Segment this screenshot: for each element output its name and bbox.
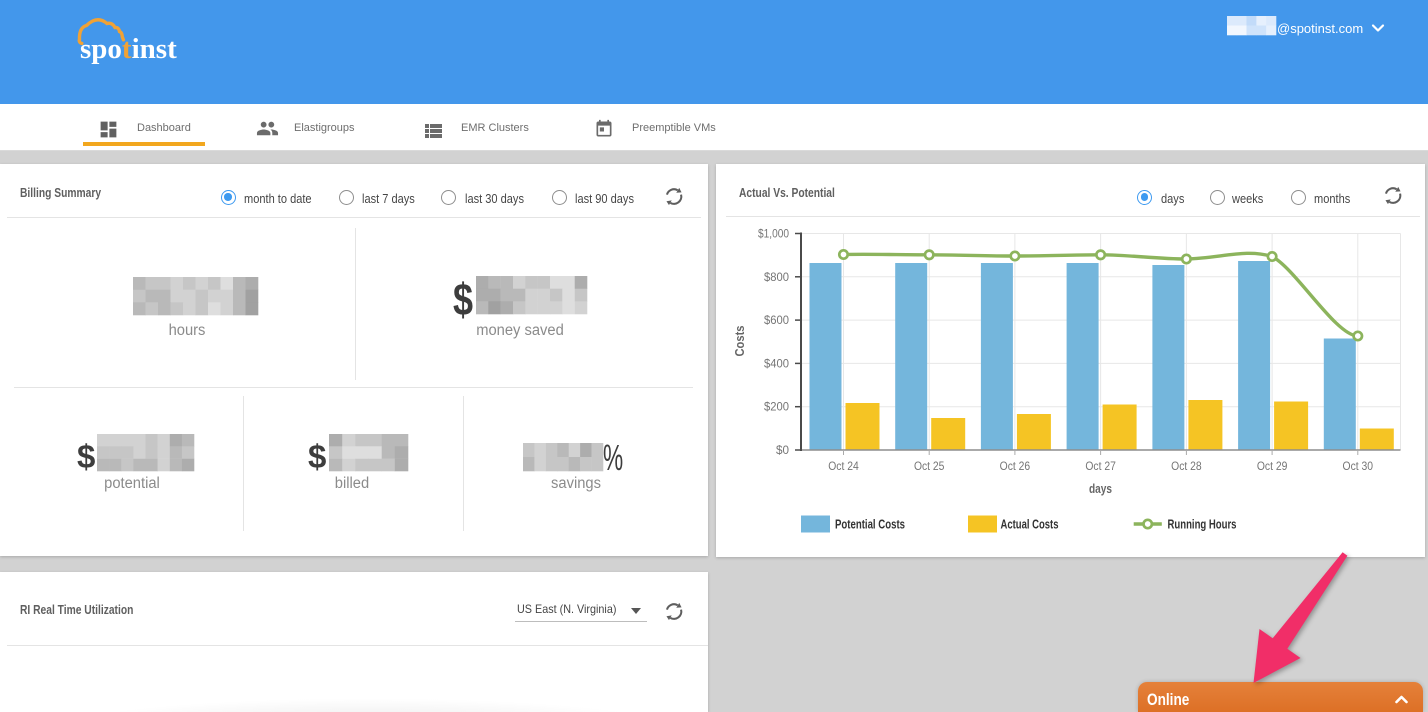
svg-text:Oct 28: Oct 28	[1171, 459, 1202, 473]
svg-text:$1,000: $1,000	[758, 229, 789, 241]
svg-text:$600: $600	[764, 315, 789, 327]
svg-text:Oct 30: Oct 30	[1343, 459, 1374, 473]
svg-text:Costs: Costs	[733, 325, 747, 356]
svg-text:Oct 29: Oct 29	[1257, 459, 1288, 473]
svg-text:Potential Costs: Potential Costs	[835, 518, 905, 532]
svg-text:Oct 26: Oct 26	[1000, 459, 1031, 473]
svg-text:Oct 27: Oct 27	[1085, 459, 1116, 473]
svg-text:spotinst: spotinst	[80, 33, 177, 65]
svg-text:$400: $400	[764, 358, 789, 370]
svg-text:$0: $0	[776, 445, 789, 457]
svg-text:Actual Costs: Actual Costs	[1001, 518, 1059, 532]
svg-text:days: days	[1089, 482, 1112, 496]
svg-text:Running Hours: Running Hours	[1168, 518, 1237, 532]
svg-text:Oct 25: Oct 25	[914, 459, 945, 473]
svg-text:Oct 24: Oct 24	[828, 459, 859, 473]
svg-text:$800: $800	[764, 272, 789, 284]
svg-text:$200: $200	[764, 402, 789, 414]
